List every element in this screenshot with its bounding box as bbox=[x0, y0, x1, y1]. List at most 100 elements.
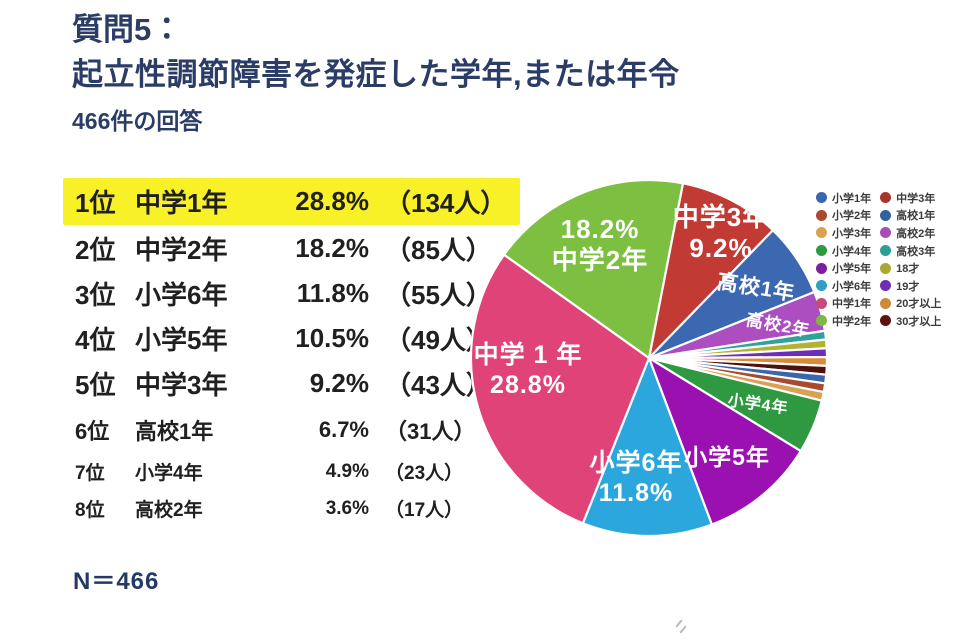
rank-row-7: 7位 小学4年 4.9% （23人） bbox=[75, 455, 463, 488]
legend-label: 中学3年 bbox=[896, 192, 936, 205]
legend-label: 19才 bbox=[896, 280, 920, 293]
rank-grade: 中学3年 bbox=[135, 370, 228, 400]
page-title: 起立性調節障害を発症した学年,または年令 bbox=[72, 57, 680, 92]
legend-dot-icon bbox=[880, 262, 892, 274]
rank-count: （17人） bbox=[385, 500, 464, 521]
pie-slice-junior-high-3 bbox=[647, 182, 775, 360]
chart-legend: 小学1年 小学2年 小学3年 小学4年 小学5年 小学6年 中学1年 中学2年 中学3年 高校1年… bbox=[816, 189, 941, 330]
rank-position: 6位 bbox=[75, 419, 110, 444]
legend-item-elementary-5: 小学5年 bbox=[816, 259, 871, 277]
rank-percent: 11.8% bbox=[296, 278, 369, 308]
rank-row-3: 3位 小学6年 11.8% （55人） bbox=[75, 270, 492, 317]
legend-dot-icon bbox=[816, 192, 827, 204]
rank-grade: 小学6年 bbox=[135, 280, 228, 310]
pie-slice-junior-high-2 bbox=[502, 178, 685, 360]
rank-percent: 9.2% bbox=[309, 368, 369, 398]
rank-percent: 28.8% bbox=[295, 186, 369, 216]
legend-label: 高校2年 bbox=[896, 227, 936, 240]
rank-percent: 4.9% bbox=[325, 460, 369, 482]
rank-grade: 小学4年 bbox=[135, 463, 203, 484]
legend-label: 中学2年 bbox=[832, 315, 872, 328]
rank-grade: 小学5年 bbox=[135, 325, 228, 355]
scan-artifact-mark bbox=[672, 618, 692, 636]
rank-position: 8位 bbox=[75, 500, 105, 521]
rank-percent: 3.6% bbox=[325, 497, 369, 519]
legend-dot-icon bbox=[816, 227, 827, 239]
artifact-stroke bbox=[679, 625, 687, 634]
legend-dot-icon bbox=[880, 280, 892, 292]
legend-item-junior-high-3: 中学3年 bbox=[880, 189, 941, 207]
rank-percent: 18.2% bbox=[295, 233, 369, 263]
legend-item-elementary-4: 小学4年 bbox=[816, 242, 871, 260]
legend-item-elementary-6: 小学6年 bbox=[816, 277, 871, 295]
rank-percent: 6.7% bbox=[318, 417, 369, 442]
legend-dot-icon bbox=[880, 209, 892, 221]
rank-row-6: 6位 高校1年 6.7% （31人） bbox=[75, 412, 475, 448]
rank-grade: 中学1年 bbox=[135, 188, 228, 218]
rank-position: 7位 bbox=[75, 463, 105, 484]
pie-slice-junior-high-1 bbox=[469, 253, 651, 525]
legend-label: 高校3年 bbox=[896, 245, 936, 258]
legend-column-2: 中学3年高校1年高校2年高校3年 18才 19才 20才以上 30才以上 bbox=[880, 189, 941, 330]
legend-label: 18才 bbox=[896, 263, 920, 276]
legend-item-elementary-2: 小学2年 bbox=[816, 207, 871, 225]
rank-position: 5位 bbox=[75, 370, 116, 400]
pie-slice-elementary-6 bbox=[581, 356, 713, 538]
pie-chart bbox=[469, 178, 829, 538]
legend-dot-icon bbox=[880, 227, 892, 239]
legend-label: 小学1年 bbox=[832, 192, 872, 205]
legend-item-high-school-1: 高校1年 bbox=[880, 207, 941, 225]
response-count: 466件の回答 bbox=[72, 108, 203, 134]
rank-count: （23人） bbox=[385, 463, 464, 484]
legend-label: 小学4年 bbox=[832, 245, 872, 258]
rank-position: 2位 bbox=[75, 235, 116, 265]
rank-percent: 10.5% bbox=[295, 323, 369, 353]
legend-dot-icon bbox=[880, 297, 892, 309]
legend-label: 中学1年 bbox=[832, 298, 872, 311]
rank-grade: 中学2年 bbox=[135, 235, 228, 265]
legend-dot-icon bbox=[816, 297, 827, 309]
pie-slice-elementary-5 bbox=[647, 356, 802, 526]
legend-label: 20才以上 bbox=[896, 298, 942, 311]
legend-dot-icon bbox=[880, 192, 892, 204]
legend-label: 30才以上 bbox=[896, 315, 942, 328]
rank-count: （85人） bbox=[385, 235, 492, 265]
legend-item-junior-high-1: 中学1年 bbox=[816, 295, 871, 313]
legend-dot-icon bbox=[816, 245, 827, 257]
rank-count: （31人） bbox=[385, 419, 476, 444]
rank-row-5: 5位 中学3年 9.2% （43人） bbox=[75, 360, 492, 407]
question-number: 質問5： bbox=[72, 12, 183, 47]
artifact-stroke bbox=[675, 619, 683, 628]
legend-item-high-school-3: 高校3年 bbox=[880, 242, 941, 260]
sample-size-label: N＝466 bbox=[73, 568, 160, 595]
legend-label: 小学3年 bbox=[832, 227, 872, 240]
title-block: 質問5： 起立性調節障害を発症した学年,または年令 466件の回答 bbox=[72, 14, 680, 136]
rank-row-2: 2位 中学2年 18.2% （85人） bbox=[75, 225, 492, 272]
legend-label: 小学2年 bbox=[832, 210, 872, 223]
rank-row-4: 4位 小学5年 10.5% （49人） bbox=[75, 315, 492, 362]
legend-item-age-20-plus: 20才以上 bbox=[880, 295, 941, 313]
rank-position: 1位 bbox=[75, 188, 116, 218]
rank-count: （134人） bbox=[385, 188, 507, 218]
rank-row-8: 8位 高校2年 3.6% （17人） bbox=[75, 492, 463, 525]
rank-grade: 高校1年 bbox=[135, 419, 214, 444]
legend-column-1: 小学1年小学2年小学3年小学4年 小学5年小学6年中学1年中学2年 bbox=[816, 189, 871, 330]
legend-dot-icon bbox=[880, 315, 892, 327]
rank-grade: 高校2年 bbox=[135, 500, 203, 521]
rank-position: 4位 bbox=[75, 325, 116, 355]
legend-dot-icon bbox=[816, 262, 827, 274]
legend-label: 高校1年 bbox=[896, 210, 936, 223]
legend-dot-icon bbox=[816, 209, 827, 221]
legend-item-junior-high-2: 中学2年 bbox=[816, 312, 871, 330]
rank-row-1: 1位 中学1年 28.8% （134人） bbox=[63, 178, 521, 225]
legend-label: 小学6年 bbox=[832, 280, 872, 293]
legend-dot-icon bbox=[816, 315, 827, 327]
legend-item-elementary-3: 小学3年 bbox=[816, 224, 871, 242]
legend-item-age-18: 18才 bbox=[880, 259, 941, 277]
legend-item-elementary-1: 小学1年 bbox=[816, 189, 871, 207]
legend-item-age-19: 19才 bbox=[880, 277, 941, 295]
legend-item-high-school-2: 高校2年 bbox=[880, 224, 941, 242]
rank-position: 3位 bbox=[75, 280, 116, 310]
legend-item-age-30-plus: 30才以上 bbox=[880, 312, 941, 330]
rank-count: （55人） bbox=[385, 280, 492, 310]
